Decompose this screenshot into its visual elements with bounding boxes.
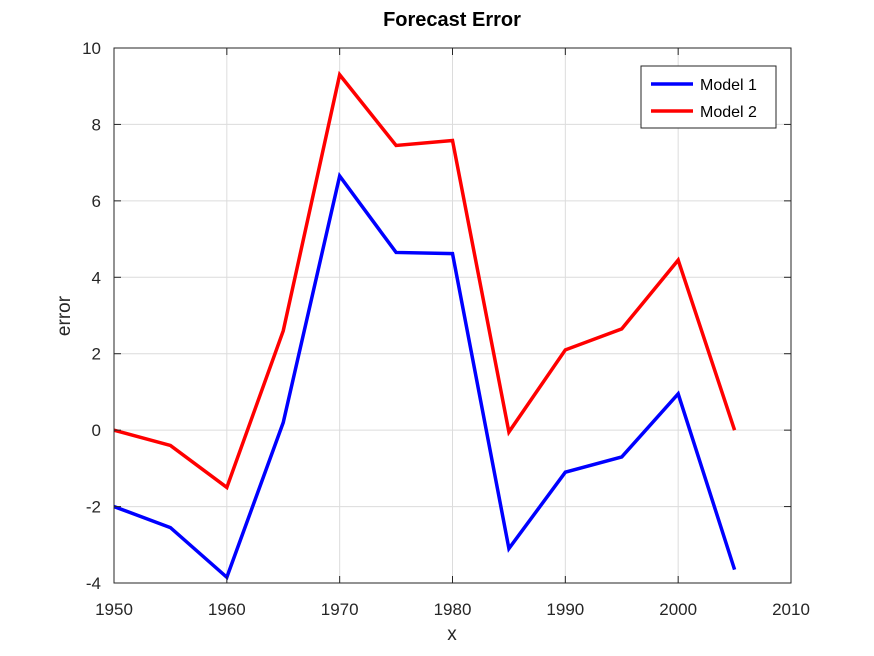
axes [113,47,792,584]
x-tick-label: 1960 [208,600,246,619]
x-tick-label: 2000 [659,600,697,619]
y-tick-label: 4 [92,268,101,287]
tick-labels: 1950 1960 1970 1980 1990 2000 2010 -4 -2 0 2 4 6 8 10 [82,39,810,619]
y-tick-label: 6 [92,192,101,211]
y-tick-label: 2 [92,345,101,364]
x-tick-label: 1950 [95,600,133,619]
y-tick-label: 0 [92,421,101,440]
x-tick-label: 2010 [772,600,810,619]
legend-label-1: Model 1 [700,77,757,94]
series-line-2 [113,70,737,491]
x-axis-label: x [447,624,457,645]
x-tick-label: 1970 [321,600,359,619]
series-layer [113,70,737,581]
legend-box [640,65,777,129]
series-line-1 [113,171,737,581]
x-tick-label: 1990 [546,600,584,619]
y-tick-label: 8 [92,115,101,134]
y-axis-label: error [54,295,75,336]
legend: Model 1 Model 2 [640,65,777,129]
y-tick-label: 10 [82,39,101,58]
y-tick-label: -2 [86,498,101,517]
chart-title: Forecast Error [383,9,521,31]
y-tick-label: -4 [86,574,101,593]
x-tick-label: 1980 [434,600,472,619]
legend-label-2: Model 2 [700,104,757,121]
